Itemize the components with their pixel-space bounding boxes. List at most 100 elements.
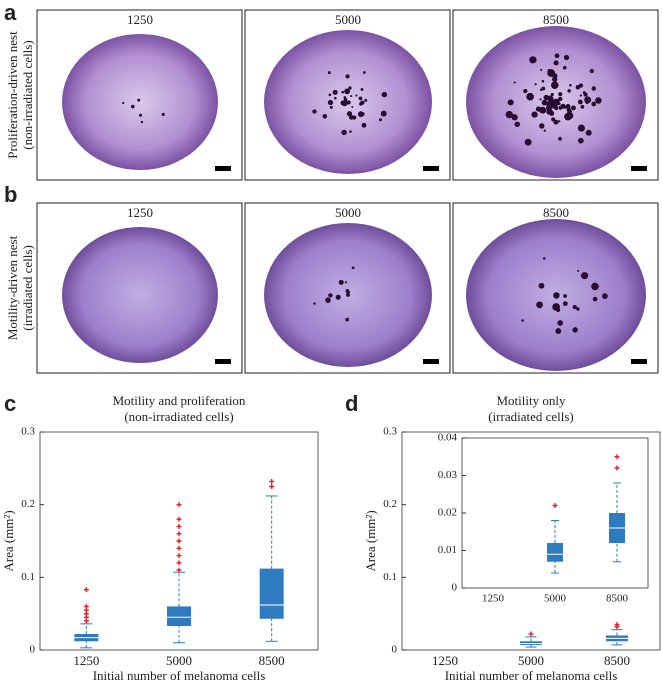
cell-spot (358, 96, 363, 101)
image-caption: 1250 (127, 205, 153, 220)
y-tick-label: 0 (392, 644, 398, 656)
box (547, 543, 563, 562)
cell-spot (313, 302, 316, 305)
cell-spot (507, 99, 514, 106)
cell-spot (534, 83, 537, 86)
cell-spot (349, 130, 352, 133)
cell-spot (346, 293, 350, 297)
side-label: Proliferation-driven nest (non-irradiate… (5, 31, 35, 159)
cell-spot (332, 89, 338, 95)
cell-spot (595, 97, 602, 104)
cell-spot (558, 105, 563, 110)
cell-spot (539, 98, 542, 101)
cell-spot (577, 99, 583, 105)
cell-spot (580, 105, 585, 109)
y-axis-label-group: Area (mm²) (363, 510, 378, 571)
cell-spot (363, 71, 366, 74)
side-label-line: (non-irradiated cells) (20, 40, 35, 149)
scale-bar (423, 166, 439, 171)
cell-spot (361, 122, 367, 128)
cell-spot (552, 98, 560, 106)
cell-spot (355, 94, 358, 97)
chart-subtitle: (non-irradiated cells) (124, 409, 233, 424)
nest-image (62, 34, 218, 170)
cell-spot (360, 112, 365, 116)
cell-spot (554, 53, 560, 59)
side-label: Motility-driven nest (irradiated cells) (5, 235, 35, 340)
side-label-line: Motility-driven nest (5, 235, 20, 340)
cell-spot (360, 100, 365, 105)
cell-spot (541, 79, 545, 83)
cell-spot (523, 88, 528, 94)
cell-spot (343, 97, 348, 102)
cell-spot (591, 101, 597, 107)
chart-subtitle: (irradiated cells) (488, 409, 574, 424)
cell-spot (571, 105, 576, 111)
cell-spot (344, 281, 348, 284)
outlier (176, 567, 182, 573)
cell-spot (137, 98, 141, 102)
cell-spot (582, 91, 586, 94)
outlier (269, 478, 275, 484)
outlier (552, 503, 558, 508)
cell-spot (312, 109, 317, 114)
cell-spot (526, 92, 534, 101)
y-tick-label: 0.1 (383, 571, 397, 583)
cell-spot (558, 92, 563, 97)
image-caption: 5000 (335, 205, 361, 220)
x-tick-label: 8500 (606, 593, 629, 605)
cell-spot (335, 294, 341, 300)
cell-spot (587, 98, 591, 102)
cell-spot (130, 104, 135, 109)
scale-bar (631, 359, 647, 364)
x-tick-label: 8500 (604, 653, 630, 668)
cell-spot (581, 272, 589, 280)
y-tick-label: 0.3 (383, 426, 397, 438)
cell-spot (531, 111, 538, 118)
y-axis-label-group: Area (mm²) (1, 510, 16, 571)
cell-spot (545, 101, 551, 107)
cell-spot (572, 327, 578, 333)
cell-spot (564, 112, 572, 121)
image-caption: 5000 (335, 12, 361, 27)
cell-spot (539, 123, 545, 129)
cell-spot (140, 120, 144, 124)
y-axis-label: Area (mm²) (363, 510, 378, 571)
nest-image (62, 227, 218, 363)
y-axis-label: Area (mm²) (1, 510, 16, 571)
outlier (176, 516, 182, 522)
outlier (176, 523, 182, 529)
cell-spot (536, 301, 543, 309)
y-tick-label: 0.3 (21, 426, 35, 438)
cell-spot (591, 86, 597, 91)
outlier (528, 631, 534, 637)
y-tick-label: 0.01 (438, 544, 457, 556)
cell-spot (328, 93, 332, 97)
cell-spot (539, 106, 547, 114)
panel-letter: c (4, 391, 16, 416)
cell-spot (538, 282, 545, 289)
cell-spot (555, 328, 562, 334)
outlier (614, 465, 620, 471)
cell-spot (585, 129, 592, 136)
cell-spot (513, 81, 516, 84)
y-tick-label: 0.03 (438, 469, 458, 481)
cell-spot (562, 65, 567, 70)
cell-spot (511, 114, 518, 121)
cell-spot (553, 60, 559, 66)
chart-title: Motility and proliferation (113, 393, 246, 408)
x-tick-label: 1250 (432, 653, 458, 668)
x-tick-label: 5000 (518, 653, 544, 668)
cell-spot (514, 121, 520, 127)
y-tick-label: 0.2 (383, 498, 397, 510)
scale-bar (631, 166, 647, 171)
scale-bar (423, 359, 439, 364)
cell-spot (524, 138, 532, 146)
cell-spot (563, 294, 567, 298)
cell-spot (585, 101, 589, 105)
cell-spot (543, 257, 546, 260)
cell-spot (380, 110, 387, 117)
cell-spot (139, 113, 143, 117)
cell-spot (576, 307, 580, 311)
y-tick-label: 0 (30, 644, 36, 656)
